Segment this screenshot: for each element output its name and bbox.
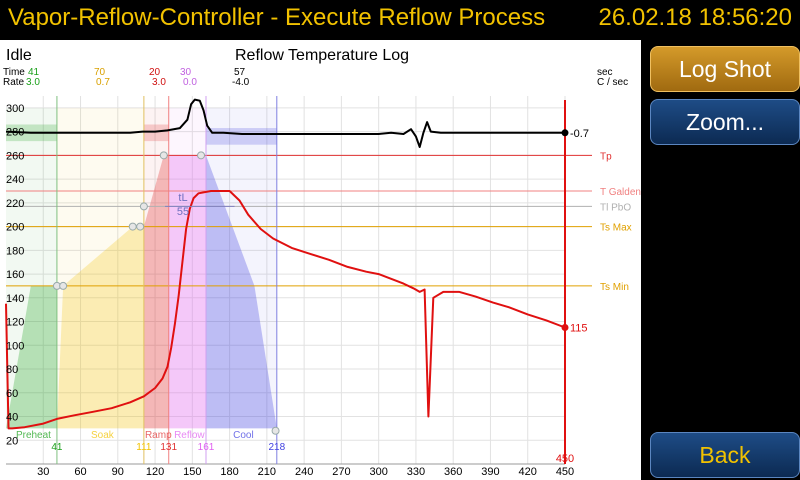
threshold-label: Ts Max xyxy=(600,223,632,234)
rate-band-ramp xyxy=(144,124,169,141)
y-tick-label: 40 xyxy=(6,412,18,424)
cursor-rate-marker xyxy=(562,129,569,136)
zone-time-reflow: 161 xyxy=(198,442,215,453)
x-tick-label: 450 xyxy=(556,466,574,478)
threshold-label: T Galden xyxy=(600,187,641,198)
x-tick-label: 60 xyxy=(74,466,86,478)
zone-band-soak xyxy=(57,108,144,429)
back-button[interactable]: Back xyxy=(650,432,800,478)
cursor-rate-label: -0.7 xyxy=(570,128,589,140)
x-tick-label: 420 xyxy=(519,466,537,478)
x-tick-label: 240 xyxy=(295,466,313,478)
zone-time-preheat: 41 xyxy=(51,442,63,453)
title-bar: Vapor-Reflow-Controller - Execute Reflow… xyxy=(0,0,800,40)
log-shot-button[interactable]: Log Shot xyxy=(650,46,800,92)
threshold-label: Tl PbO xyxy=(600,202,631,213)
profile-marker xyxy=(160,152,167,159)
tl-value: 55 xyxy=(177,206,189,218)
x-tick-label: 120 xyxy=(146,466,164,478)
x-tick-label: 270 xyxy=(332,466,350,478)
y-tick-label: 260 xyxy=(6,150,24,162)
y-tick-label: 240 xyxy=(6,174,24,186)
zone-label-preheat: Preheat xyxy=(16,430,51,441)
y-tick-label: 120 xyxy=(6,317,24,329)
y-tick-label: 160 xyxy=(6,269,24,281)
x-tick-label: 300 xyxy=(369,466,387,478)
chart-panel: 30 60 90 120 150 180 210 240 270 300 330 360 390 420 4… xyxy=(0,40,641,480)
x-tick-label: 390 xyxy=(481,466,499,478)
status-text: Idle xyxy=(6,47,32,64)
profile-marker xyxy=(198,152,205,159)
threshold-label: Ts Min xyxy=(600,282,629,293)
profile-marker xyxy=(272,427,279,434)
rate-label: Rate xyxy=(3,77,25,88)
rate-value-ramp: 3.0 xyxy=(152,77,166,88)
y-tick-label: 140 xyxy=(6,293,24,305)
threshold-label: Tp xyxy=(600,151,612,162)
rate-value-soak: 0.7 xyxy=(96,77,110,88)
x-tick-label: 210 xyxy=(258,466,276,478)
zone-label-soak: Soak xyxy=(91,430,115,441)
app-title: Vapor-Reflow-Controller - Execute Reflow… xyxy=(8,4,545,32)
y-tick-label: 180 xyxy=(6,245,24,257)
profile-marker xyxy=(129,223,136,230)
x-tick-label: 150 xyxy=(183,466,201,478)
y-tick-label: 220 xyxy=(6,198,24,210)
cursor-x-label: 450 xyxy=(556,453,574,465)
rate-band-cool xyxy=(206,128,277,145)
rate-unit: C / sec xyxy=(597,77,628,88)
y-tick-label: 200 xyxy=(6,222,24,234)
zone-time-cool: 218 xyxy=(268,442,285,453)
profile-marker xyxy=(137,223,144,230)
zone-label-cool: Cool xyxy=(233,430,254,441)
cursor-temp-label: 115 xyxy=(570,322,588,334)
chart-title: Reflow Temperature Log xyxy=(235,47,409,64)
y-tick-label: 300 xyxy=(6,103,24,115)
temperature-chart[interactable]: 30 60 90 120 150 180 210 240 270 300 330 360 390 420 4… xyxy=(0,40,641,480)
zone-band-cool xyxy=(206,108,277,429)
x-tick-label: 180 xyxy=(220,466,238,478)
zone-label-reflow: Reflow xyxy=(174,430,205,441)
y-tick-label: 280 xyxy=(6,127,24,139)
x-tick-label: 330 xyxy=(407,466,425,478)
profile-marker xyxy=(60,282,67,289)
date-time: 26.02.18 18:56:20 xyxy=(598,4,792,32)
x-tick-label: 90 xyxy=(112,466,124,478)
profile-marker xyxy=(140,203,147,210)
cursor-temp-marker xyxy=(562,324,569,331)
y-tick-label: 100 xyxy=(6,340,24,352)
zone-label-ramp: Ramp xyxy=(145,430,172,441)
tl-label: tL xyxy=(178,192,187,204)
zone-fills xyxy=(6,108,277,429)
zone-time-ramp: 131 xyxy=(160,442,177,453)
rate-value-cool: -4.0 xyxy=(232,77,250,88)
zone-time-soak: 111 xyxy=(136,442,152,453)
x-tick-label: 360 xyxy=(444,466,462,478)
y-tick-label: 60 xyxy=(6,388,18,400)
rate-value-preheat: 3.0 xyxy=(26,77,40,88)
rate-value-reflow: 0.0 xyxy=(183,77,197,88)
x-tick-label: 30 xyxy=(37,466,49,478)
y-tick-label: 80 xyxy=(6,364,18,376)
zoom-button[interactable]: Zoom... xyxy=(650,99,800,145)
